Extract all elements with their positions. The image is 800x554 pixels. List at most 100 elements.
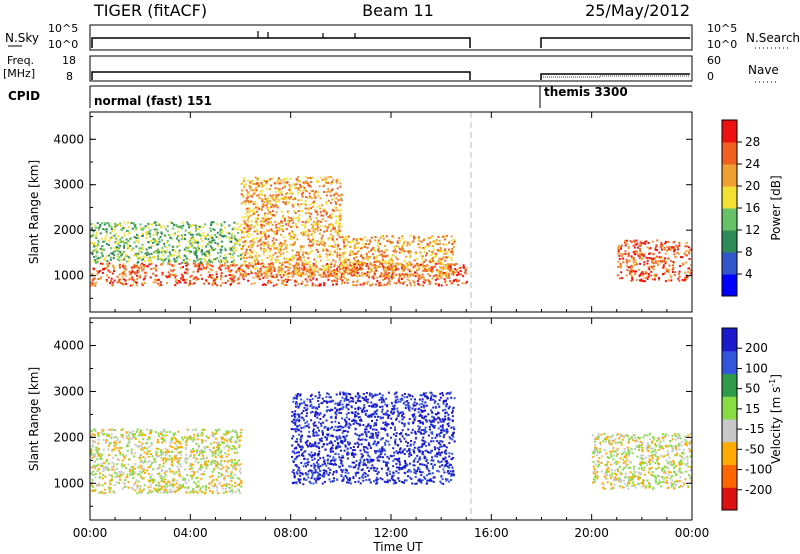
range-cell	[452, 273, 455, 276]
range-cell	[401, 245, 404, 248]
range-cell	[184, 468, 187, 471]
range-cell	[197, 461, 200, 464]
range-cell	[378, 242, 381, 245]
range-cell	[109, 232, 112, 235]
range-cell	[325, 226, 328, 229]
range-cell	[280, 268, 283, 271]
range-cell	[444, 460, 447, 463]
range-cell	[126, 243, 129, 246]
range-cell	[173, 484, 176, 487]
range-cell	[366, 239, 369, 242]
range-cell	[169, 445, 172, 448]
range-cell	[420, 247, 423, 250]
range-cell	[351, 274, 354, 277]
range-cell	[449, 437, 452, 440]
range-cell	[284, 196, 287, 199]
range-cell	[337, 243, 340, 246]
range-cell	[322, 185, 325, 188]
range-cell	[133, 436, 136, 439]
range-cell	[199, 261, 202, 264]
range-cell	[245, 227, 248, 230]
range-cell	[188, 281, 191, 284]
range-cell	[154, 460, 157, 463]
range-cell	[201, 250, 204, 253]
range-cell	[105, 440, 108, 443]
range-cell	[621, 277, 624, 280]
range-cell	[672, 267, 675, 270]
range-cell	[236, 222, 239, 225]
range-cell	[297, 176, 300, 179]
range-cell	[451, 263, 454, 266]
range-cell	[113, 448, 116, 451]
range-cell	[231, 278, 234, 281]
range-cell	[439, 266, 442, 269]
range-cell	[196, 470, 199, 473]
range-cell	[386, 269, 389, 272]
range-cell	[309, 246, 312, 249]
range-cell	[377, 260, 380, 263]
range-cell	[632, 244, 635, 247]
range-cell	[356, 274, 359, 277]
range-cell	[627, 247, 630, 250]
range-cell	[269, 213, 272, 216]
range-cell	[93, 428, 96, 431]
range-cell	[239, 434, 242, 437]
range-cell	[313, 269, 316, 272]
range-cell	[291, 271, 294, 274]
range-cell	[388, 265, 391, 268]
range-cell	[105, 438, 108, 441]
range-cell	[131, 473, 134, 476]
range-cell	[225, 432, 228, 435]
range-cell	[142, 268, 145, 271]
range-cell	[254, 206, 257, 209]
range-cell	[189, 455, 192, 458]
range-cell	[307, 476, 310, 479]
range-cell	[241, 275, 244, 278]
range-cell	[149, 246, 152, 249]
range-cell	[281, 279, 284, 282]
range-cell	[307, 184, 310, 187]
range-cell	[278, 188, 281, 191]
range-cell	[160, 450, 163, 453]
range-cell	[266, 199, 269, 202]
range-cell	[350, 271, 353, 274]
noise-panel: N.Sky 10^5 10^0 N.Search 10^5 10^0	[5, 22, 800, 51]
range-cell	[378, 281, 381, 284]
range-cell	[180, 450, 183, 453]
range-cell	[190, 225, 193, 228]
range-cell	[386, 239, 389, 242]
range-cell	[216, 284, 219, 287]
range-cell	[281, 224, 284, 227]
range-cell	[227, 449, 230, 452]
range-cell	[335, 192, 338, 195]
range-cell	[311, 282, 314, 285]
range-cell	[175, 448, 178, 451]
range-cell	[234, 246, 237, 249]
range-cell	[343, 281, 346, 284]
range-cell	[278, 266, 281, 269]
range-cell	[148, 436, 151, 439]
range-cell	[234, 237, 237, 240]
range-cell	[106, 243, 109, 246]
range-cell	[303, 259, 306, 262]
range-cell	[418, 420, 421, 423]
range-cell	[430, 410, 433, 413]
range-cell	[206, 463, 209, 466]
range-cell	[289, 278, 292, 281]
range-cell	[240, 485, 243, 488]
range-cell	[275, 276, 278, 279]
range-cell	[93, 260, 96, 263]
range-cell	[154, 255, 157, 258]
range-cell	[651, 252, 654, 255]
range-cell	[152, 281, 155, 284]
range-cell	[216, 446, 219, 449]
range-cell	[660, 248, 663, 251]
range-cell	[383, 251, 386, 254]
range-cell	[423, 281, 426, 284]
range-cell	[678, 272, 681, 275]
range-cell	[95, 247, 98, 250]
range-cell	[215, 478, 218, 481]
range-cell	[154, 251, 157, 254]
range-cell	[345, 236, 348, 239]
range-cell	[378, 241, 381, 244]
